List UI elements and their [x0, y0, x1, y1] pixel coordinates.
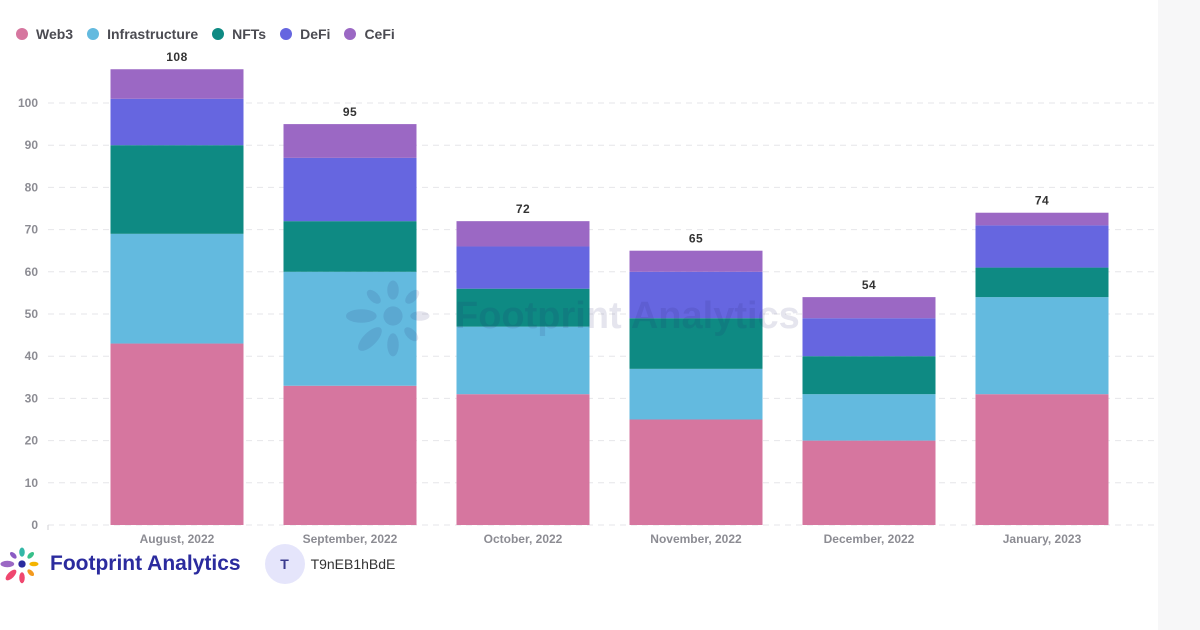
legend-dot-nfts	[212, 28, 225, 40]
legend-label: CeFi	[364, 26, 395, 42]
x-tick-label: November, 2022	[650, 532, 742, 546]
legend-dot-infrastructure	[87, 28, 100, 40]
legend-item-nfts[interactable]: NFTs	[212, 26, 266, 42]
y-tick-label: 90	[25, 138, 39, 152]
bar-segment-infrastructure	[802, 394, 936, 441]
footprint-logo-icon	[0, 547, 39, 584]
bar-total-label: 95	[343, 105, 357, 119]
legend-item-web3[interactable]: Web3	[16, 26, 73, 42]
y-tick-label: 50	[25, 307, 39, 321]
legend-item-cefi[interactable]: CeFi	[344, 26, 395, 42]
brand-name: Footprint Analytics	[50, 552, 241, 575]
y-tick-label: 0	[31, 518, 38, 532]
legend-label: NFTs	[232, 26, 267, 42]
y-tick-label: 80	[25, 180, 39, 194]
bar-segment-defi	[110, 98, 244, 146]
bar-total-label: 74	[1035, 194, 1049, 208]
legend-label: Web3	[36, 26, 74, 42]
bar-segment-web3	[456, 394, 590, 525]
y-tick-label: 40	[25, 349, 39, 363]
bar-total-label: 108	[166, 50, 188, 64]
bar-segment-infrastructure	[110, 233, 244, 344]
legend-label: DeFi	[300, 26, 331, 42]
bar-segment-infrastructure	[629, 368, 763, 420]
bar-segment-nfts	[110, 145, 244, 234]
legend-item-defi[interactable]: DeFi	[280, 26, 330, 42]
chart-legend: Web3 Infrastructure NFTs DeFi CeFi	[16, 26, 409, 42]
x-tick-label: August, 2022	[140, 532, 215, 546]
bar-segment-cefi	[629, 250, 763, 272]
bar-segment-defi	[283, 157, 417, 222]
y-tick-label: 100	[18, 96, 38, 110]
y-tick-label: 70	[25, 223, 39, 237]
y-tick-label: 60	[25, 265, 39, 279]
bar-segment-cefi	[110, 69, 244, 99]
right-edge-panel	[1158, 0, 1200, 630]
user-id: T9nEB1hBdE	[310, 556, 396, 572]
avatar: T	[264, 544, 305, 584]
bar-segment-web3	[110, 343, 244, 525]
bar-segment-infrastructure	[283, 271, 417, 386]
bar-segment-cefi	[283, 124, 417, 158]
legend-dot-defi	[280, 28, 293, 40]
bar-segment-nfts	[629, 318, 763, 369]
y-tick-label: 10	[25, 476, 39, 490]
x-tick-label: January, 2023	[1003, 532, 1082, 546]
y-tick-label: 30	[25, 391, 39, 405]
legend-dot-web3	[16, 28, 28, 40]
bar-segment-web3	[283, 385, 417, 525]
legend-dot-cefi	[344, 28, 357, 40]
bar-total-label: 65	[689, 232, 703, 246]
bar-segment-cefi	[456, 221, 590, 247]
bar-segment-defi	[802, 318, 936, 357]
x-tick-label: December, 2022	[824, 532, 915, 546]
x-tick-label: October, 2022	[484, 532, 563, 546]
bar-segment-cefi	[975, 212, 1109, 226]
bar-segment-web3	[975, 394, 1109, 525]
bar-segment-nfts	[456, 288, 590, 327]
bar-total-label: 54	[862, 278, 876, 292]
stacked-bar-chart: 0 10 20 30 40 50 60 70 80 90 100 108 August, 2022 95 S…	[18, 50, 1155, 546]
bar-segment-infrastructure	[456, 326, 590, 395]
bar-segment-infrastructure	[975, 297, 1109, 395]
bar-segment-web3	[629, 419, 763, 525]
bar-segment-nfts	[283, 221, 417, 272]
user-badge[interactable]: T T9nEB1hBdE	[264, 544, 396, 584]
bar-segment-defi	[456, 246, 590, 289]
bar-segment-defi	[975, 225, 1109, 268]
bar-segment-nfts	[975, 267, 1109, 298]
legend-item-infrastructure[interactable]: Infrastructure	[87, 26, 198, 42]
y-tick-label: 20	[25, 434, 39, 448]
bar-segment-web3	[802, 440, 936, 525]
bar-segment-nfts	[802, 356, 936, 395]
bar-total-label: 72	[516, 202, 530, 216]
legend-label: Infrastructure	[107, 26, 199, 42]
x-tick-label: September, 2022	[303, 532, 398, 546]
footer: Footprint Analytics T T9nEB1hBdE	[0, 542, 395, 586]
bar-segment-cefi	[802, 297, 936, 319]
brand[interactable]: Footprint Analytics	[0, 542, 241, 586]
bar-segment-defi	[629, 271, 763, 319]
